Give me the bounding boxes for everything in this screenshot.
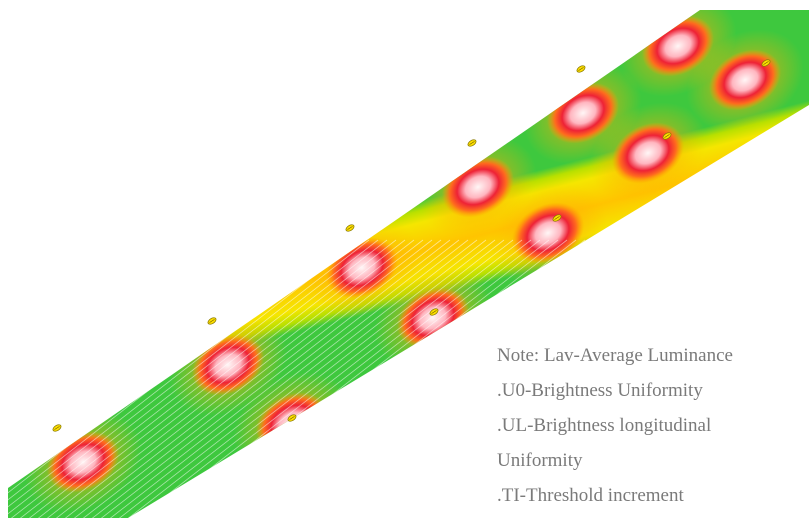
hatch-line [8,239,361,518]
note-line-ul: .UL-Brightness longitudinal [497,415,712,436]
hatch-line [98,239,460,518]
note-line-u0: .U0-Brightness Uniformity [497,380,703,401]
luminaire-icon [576,65,586,73]
luminaire-icon [287,414,297,422]
hatch-line [125,239,487,518]
luminaire-icon [662,132,672,140]
luminaire-icon [761,59,771,67]
luminaire-icon [207,317,217,325]
hatch-line [134,239,496,518]
luminaire-icon [52,424,62,432]
hatch-line [116,239,478,518]
hatch-line [80,239,442,518]
hatch-line [71,239,433,518]
luminaire-layer [52,59,771,432]
note-line-ti: .TI-Threshold increment [497,485,684,506]
hatch-line [35,239,397,518]
note-line-lav: Note: Lav-Average Luminance [497,345,733,366]
hatch-line [17,239,379,518]
hatch-line [62,239,424,518]
note-line-uniformity: Uniformity [497,450,583,471]
hatch-line [26,239,388,518]
hatch-line [8,239,370,518]
hatch-line [53,239,415,518]
luminance-note: Note: Lav-Average Luminance .U0-Brightne… [497,338,809,518]
luminaire-icon [429,308,439,316]
hatch-line [89,239,451,518]
hatch-line [44,239,406,518]
luminaire-icon [552,214,562,222]
luminaire-icon [467,139,477,147]
hatch-line [107,239,469,518]
luminaire-icon [345,224,355,232]
